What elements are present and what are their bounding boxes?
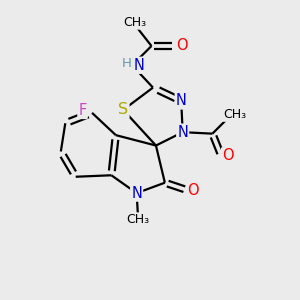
Text: O: O xyxy=(176,38,188,53)
Text: O: O xyxy=(222,148,234,164)
Text: O: O xyxy=(187,183,199,198)
Text: N: N xyxy=(133,58,144,73)
Text: N: N xyxy=(176,94,187,109)
Text: CH₃: CH₃ xyxy=(124,16,147,29)
Text: F: F xyxy=(78,103,87,118)
Text: N: N xyxy=(177,125,188,140)
Text: CH₃: CH₃ xyxy=(127,213,150,226)
Text: S: S xyxy=(118,102,128,117)
Text: N: N xyxy=(131,186,142,201)
Text: H: H xyxy=(122,57,132,70)
Text: CH₃: CH₃ xyxy=(223,108,246,121)
